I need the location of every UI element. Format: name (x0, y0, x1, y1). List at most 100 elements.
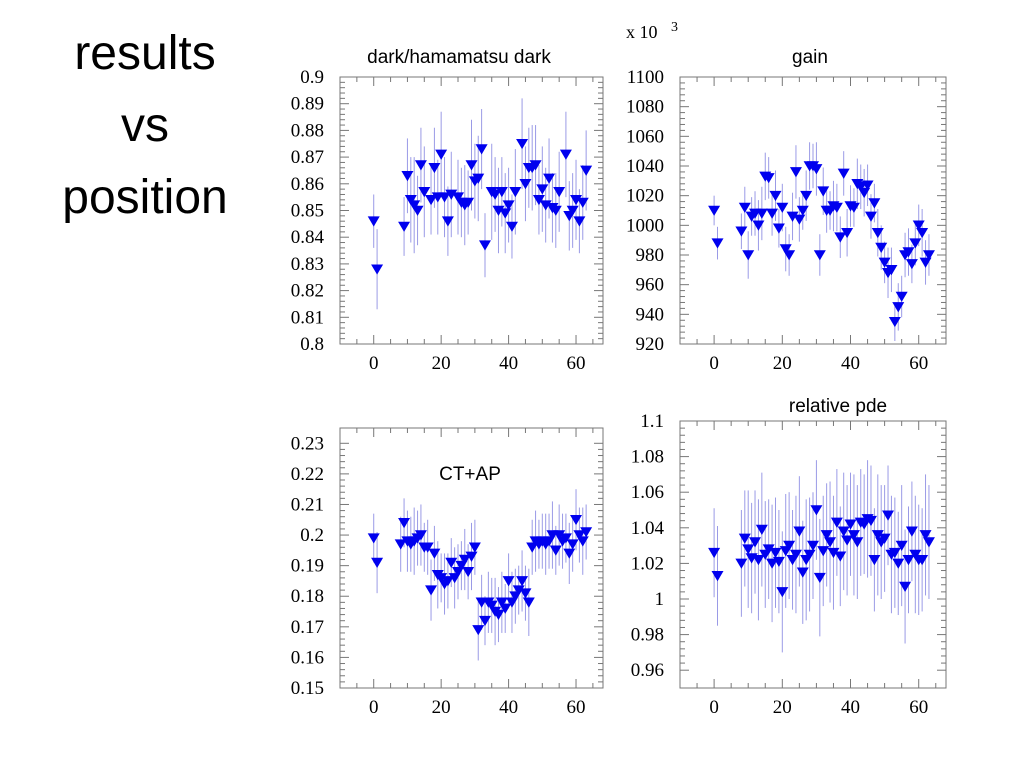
data-point (772, 223, 785, 234)
data-point (445, 557, 458, 568)
x-tick-label: 60 (567, 697, 586, 718)
data-point (875, 242, 888, 253)
data-point (516, 138, 529, 150)
data-point (922, 537, 935, 548)
data-point (796, 567, 809, 578)
data-point (404, 195, 417, 206)
data-point (800, 190, 813, 202)
data-point (762, 544, 775, 555)
data-point (408, 200, 421, 211)
data-point (492, 609, 505, 620)
y-tick-label: 1 (655, 589, 665, 610)
data-point (762, 173, 775, 184)
data-point (847, 530, 860, 541)
data-point (502, 200, 515, 211)
data-point (871, 227, 884, 239)
x-tick-label: 0 (709, 697, 719, 718)
data-point (465, 551, 478, 562)
data-point (553, 187, 566, 198)
y-tick-label: 0.89 (291, 94, 324, 115)
y-tick-label: 0.88 (291, 120, 324, 141)
data-point (854, 181, 867, 193)
chart-2: 920 940 960 980 1000 1020 1040 1060 1080 1100 0 20 4… (626, 20, 947, 374)
data-point (755, 524, 768, 535)
data-point (783, 540, 796, 551)
data-point (878, 533, 891, 544)
slide-title-line-3: position (62, 171, 228, 224)
data-point (776, 202, 789, 213)
data-point (509, 187, 522, 198)
data-point (841, 535, 854, 546)
y-tick-label: 1.08 (631, 447, 664, 468)
y-tick-label: 980 (636, 245, 665, 266)
data-point (834, 232, 847, 243)
y-tick-label: 1.02 (631, 553, 664, 574)
data-point (529, 160, 542, 171)
data-point (742, 250, 755, 261)
data-point (807, 540, 819, 551)
data-point (576, 536, 589, 547)
x-tick-label: 0 (369, 697, 379, 718)
data-point (851, 537, 864, 548)
y-tick-label: 0.98 (631, 625, 664, 646)
data-point (711, 238, 724, 249)
y-tick-label: 920 (636, 334, 665, 355)
data-point (401, 170, 414, 182)
data-point (414, 530, 427, 541)
y-tick-label: 0.23 (291, 433, 324, 454)
data-point (435, 573, 448, 584)
data-point (895, 291, 908, 302)
data-point (796, 205, 809, 216)
data-point (783, 250, 796, 261)
x-tick-label: 40 (499, 353, 518, 374)
data-point (888, 547, 901, 559)
data-point (830, 202, 843, 213)
data-point (789, 167, 802, 178)
x-tick-label: 0 (709, 353, 719, 374)
data-point (789, 549, 802, 560)
data-point (752, 220, 765, 231)
data-point (495, 597, 508, 608)
data-point (462, 566, 475, 578)
data-point (817, 186, 830, 197)
data-point (418, 187, 431, 198)
data-point (472, 625, 485, 636)
y-tick-label: 0.15 (291, 678, 324, 699)
data-point (580, 527, 593, 538)
data-point (485, 600, 498, 611)
data-point (398, 221, 411, 232)
data-point (499, 208, 512, 219)
data-point (428, 162, 441, 174)
data-point (519, 179, 532, 190)
data-point (708, 547, 721, 559)
data-point (878, 257, 891, 268)
data-point (559, 533, 572, 544)
data-point (902, 555, 915, 566)
chart-title: dark/hamamatsu dark (367, 47, 551, 68)
data-point (905, 526, 918, 537)
data-point (441, 576, 454, 587)
data-point (885, 265, 898, 276)
data-point (837, 168, 850, 179)
data-point (512, 585, 525, 596)
y-tick-label: 0.83 (291, 254, 324, 275)
data-point (421, 542, 434, 553)
data-point (769, 190, 782, 202)
data-point (888, 316, 901, 328)
data-point (492, 205, 505, 216)
data-point (563, 548, 576, 559)
x-tick-label: 60 (567, 353, 586, 374)
data-point (549, 545, 562, 556)
y-tick-label: 1040 (626, 156, 664, 177)
slide-title-line-1: results (74, 27, 216, 80)
data-point (573, 530, 586, 541)
data-point (916, 555, 929, 566)
data-point (902, 247, 915, 258)
y-tick-label: 0.22 (291, 464, 324, 485)
data-point (786, 211, 799, 222)
chart-3: 0.15 0.16 0.17 0.18 0.19 0.2 0.21 0.22 0.23 0 20 40… (291, 427, 604, 718)
data-point (824, 537, 837, 548)
data-point (922, 250, 935, 261)
data-point (909, 238, 922, 249)
x-tick-label: 0 (369, 353, 379, 374)
